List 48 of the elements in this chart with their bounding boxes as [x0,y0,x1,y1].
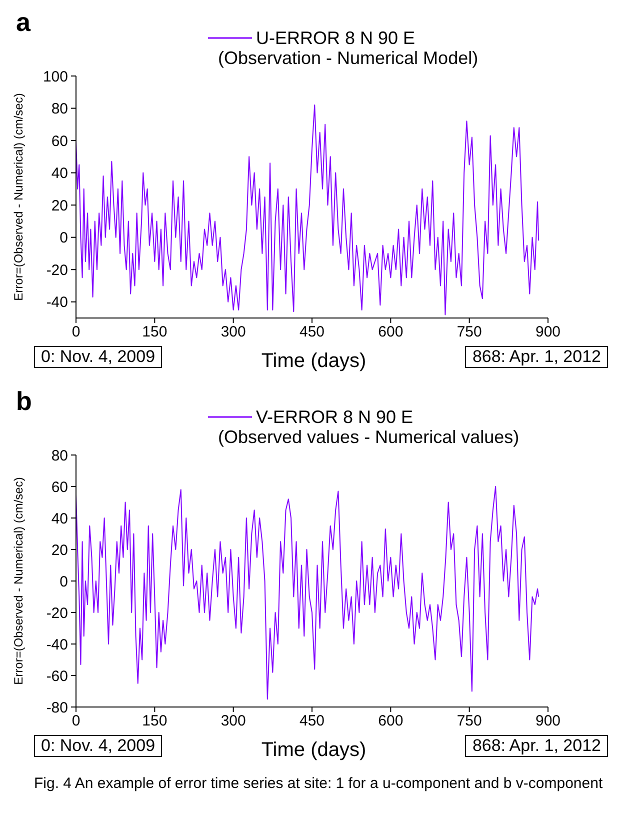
y-tick-label: -40 [46,636,68,654]
chart-title: a [16,7,30,37]
x-tick-label: 750 [456,712,482,730]
x-tick-label: 0 [72,712,80,730]
x-tick-label: 0 [72,324,80,341]
chart-subtitle: (Observation - Numerical Model) [218,48,480,68]
chart-subtitle: (Observed values - Numerical values) [218,427,520,447]
x-tick-label: 300 [220,324,246,341]
x-axis-title: Time (days) [261,350,366,373]
text: 0: Nov. 4, 2009 [34,735,162,757]
y-tick-label: -80 [46,699,68,716]
x-tick-label: 900 [535,712,561,730]
y-tick-label: 100 [42,68,68,86]
y-tick-label: 20 [51,542,68,559]
y-tick-label: 0 [60,230,68,247]
y-tick-label: -60 [46,668,68,685]
x-tick-label: 450 [299,712,325,730]
legend-label: U-ERROR 8 N 90 E [256,28,416,48]
line-series [76,486,540,700]
x-tick-label: 150 [142,712,168,730]
y-tick-label: 80 [51,100,68,118]
line-series [76,104,540,316]
x-tick-label: 900 [535,324,561,341]
y-axis-title: Error=(Observed - Numerical) (cm/sec) [11,93,26,301]
y-tick-label: 60 [51,132,68,150]
text: 868: Apr. 1, 2012 [465,346,608,368]
legend-label: V-ERROR 8 N 90 E [256,407,414,427]
y-tick-label: 60 [51,478,68,496]
text: 0: Nov. 4, 2009 [34,346,162,368]
x-tick-label: 600 [378,324,404,341]
x-tick-label: 300 [220,712,246,730]
y-tick-label: -20 [46,604,68,622]
x-tick-label: 450 [299,324,325,341]
y-axis-title: Error=(Observed - Numerical) (cm/sec) [11,477,26,685]
y-tick-label: 80 [51,447,68,464]
x-tick-label: 150 [142,324,168,341]
chart-title: b [16,386,32,416]
x-tick-label: 600 [378,712,404,730]
y-tick-label: 40 [51,165,68,182]
caption: Fig. 4 An example of error time series at site: 1 for a u-component and b v-component [33,774,604,794]
y-tick-label: 20 [51,197,68,214]
y-tick-label: 0 [60,573,68,590]
text: 868: Apr. 1, 2012 [465,735,608,757]
x-axis-title: Time (days) [261,739,366,762]
x-tick-label: 750 [456,324,482,341]
y-tick-label: -40 [46,294,68,312]
y-tick-label: 40 [51,510,68,528]
y-tick-label: -20 [46,262,68,279]
